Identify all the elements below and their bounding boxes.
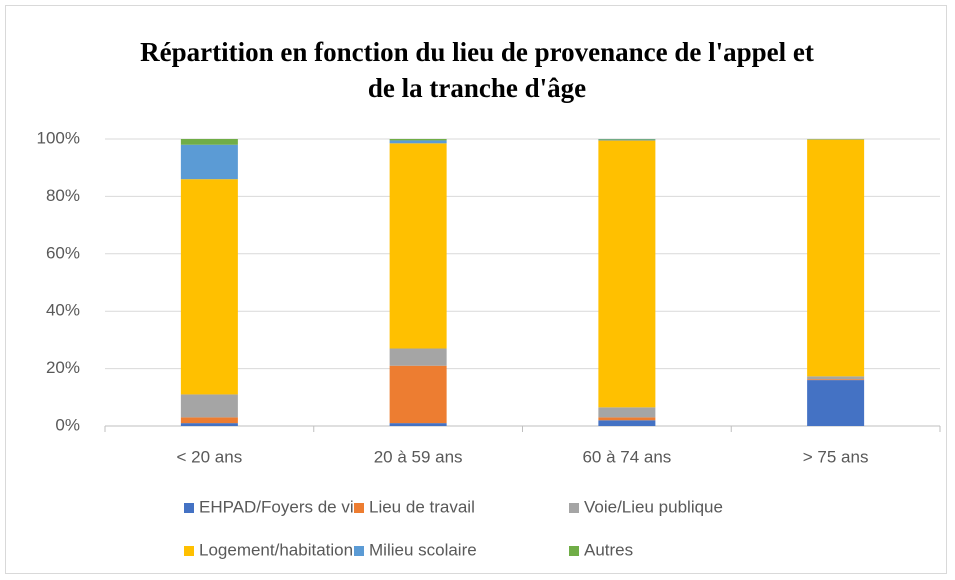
bar-segment: [598, 139, 656, 140]
bar-segment: [180, 144, 238, 180]
bar-segment: [598, 140, 656, 408]
chart-frame: [5, 5, 947, 574]
bar-segment: [180, 423, 238, 426]
bar-segment: [598, 139, 656, 141]
legend-label: Logement/habitation: [199, 540, 353, 559]
legend-label: EHPAD/Foyers de vie: [199, 497, 363, 516]
legend-label: Milieu scolaire: [369, 540, 477, 559]
bar-segment: [807, 139, 865, 377]
legend-swatch: [569, 546, 579, 556]
bar-segment: [389, 143, 447, 349]
y-tick-label: 60%: [46, 243, 80, 262]
legend-swatch: [569, 503, 579, 513]
y-tick-label: 0%: [55, 415, 80, 434]
legend-swatch: [184, 546, 194, 556]
bar-segment: [598, 420, 656, 426]
bar-segment: [180, 139, 238, 145]
legend-swatch: [354, 503, 364, 513]
bar-segment: [389, 140, 447, 144]
bar-segment: [807, 379, 865, 381]
x-tick-label: 60 à 74 ans: [582, 447, 671, 466]
x-tick-label: 20 à 59 ans: [374, 447, 463, 466]
legend-swatch: [184, 503, 194, 513]
legend-label: Voie/Lieu publique: [584, 497, 723, 516]
legend-swatch: [354, 546, 364, 556]
bar-segment: [807, 376, 865, 380]
bar-segment: [180, 179, 238, 395]
y-tick-label: 20%: [46, 358, 80, 377]
bar-segment: [807, 380, 865, 426]
bar-segment: [389, 139, 447, 141]
bar-segment: [598, 417, 656, 421]
bar-segment: [180, 417, 238, 424]
chart-title: Répartition en fonction du lieu de prove…: [140, 37, 814, 103]
y-tick-label: 80%: [46, 186, 80, 205]
x-tick-label: < 20 ans: [177, 447, 243, 466]
bar-segment: [598, 407, 656, 418]
y-tick-label: 100%: [37, 128, 80, 147]
bar-segment: [389, 365, 447, 424]
bar-segment: [389, 423, 447, 426]
bar-segment: [180, 394, 238, 418]
bar-segment: [389, 348, 447, 366]
legend-label: Lieu de travail: [369, 497, 475, 516]
y-tick-label: 40%: [46, 301, 80, 320]
x-tick-label: > 75 ans: [803, 447, 869, 466]
legend-label: Autres: [584, 540, 633, 559]
